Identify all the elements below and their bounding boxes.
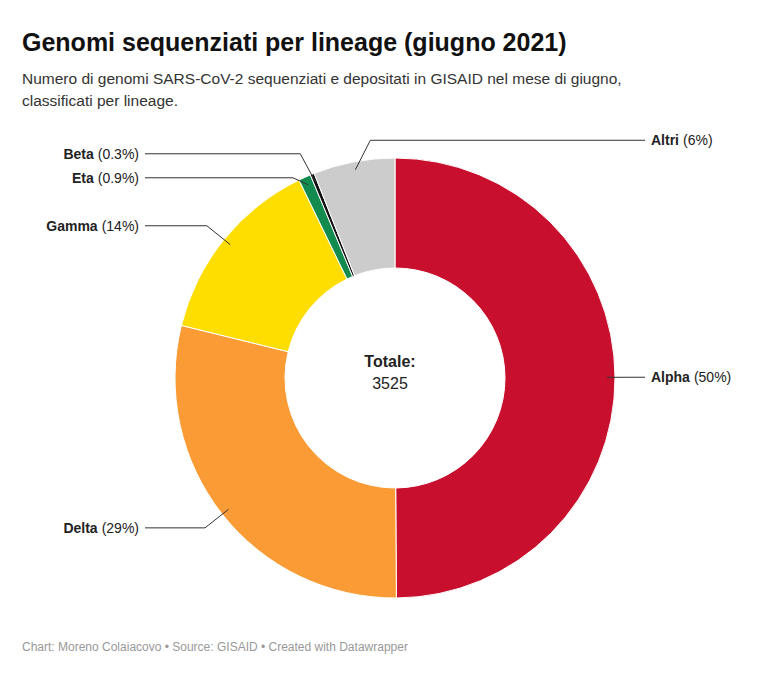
html-text:Numero di genomi SARS-CoV-2 se: Numero di genomi SARS-CoV-2 sequenziati … [22, 70, 622, 109]
svg-text:Delta(29%): Delta(29%) [63, 520, 139, 536]
html-text:Totale:: Totale: [364, 353, 416, 370]
svg-text:Beta(0.3%): Beta(0.3%) [63, 146, 139, 162]
svg-text:Gamma(14%): Gamma(14%) [46, 218, 139, 234]
html-text:3525: 3525 [372, 375, 408, 392]
svg-text:Altri(6%): Altri(6%) [651, 132, 713, 148]
svg-text:Eta(0.9%): Eta(0.9%) [72, 170, 139, 186]
svg-text:Alpha(50%): Alpha(50%) [651, 369, 731, 385]
html-text:Chart: Moreno Colaiacovo • Sou: Chart: Moreno Colaiacovo • Source: GISAI… [22, 640, 408, 654]
html-text:Genomi sequenziati per lineage: Genomi sequenziati per lineage (giugno 2… [22, 28, 567, 56]
